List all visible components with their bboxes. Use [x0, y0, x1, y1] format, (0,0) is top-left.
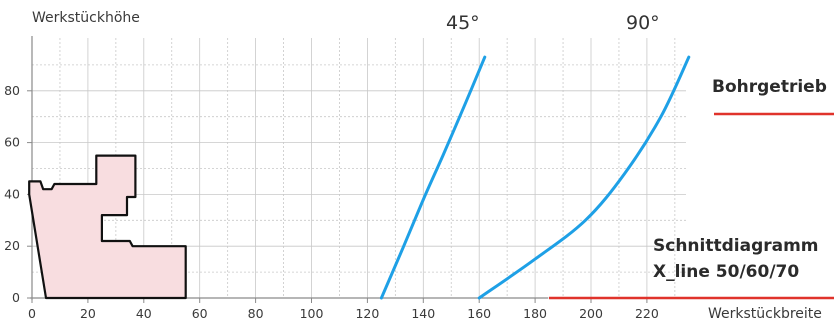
y-tick-label: 80: [4, 83, 20, 98]
y-tick-label: 0: [12, 290, 20, 305]
x-tick-label: 180: [523, 306, 547, 321]
x-tick-label: 200: [579, 306, 603, 321]
x-tick-label: 80: [248, 306, 264, 321]
x-tick-label: 140: [411, 306, 435, 321]
y-tick-label: 40: [4, 186, 20, 201]
bohrgetriebe-label: Bohrgetrieb: [712, 77, 827, 97]
x-tick-label: 100: [300, 306, 324, 321]
series-label-90: 90°: [626, 12, 660, 34]
x-axis-label: Werkstückbreite: [708, 306, 822, 322]
series-label-45: 45°: [446, 12, 480, 34]
x-tick-label: 20: [80, 306, 96, 321]
x-line-model-label: X_line 50/60/70: [653, 262, 799, 282]
x-tick-label: 0: [28, 306, 36, 321]
y-tick-label: 20: [4, 238, 20, 253]
x-tick-label: 120: [355, 306, 379, 321]
schnittdiagramm-label: Schnittdiagramm: [653, 236, 819, 256]
x-tick-label: 220: [635, 306, 659, 321]
x-tick-label: 160: [467, 306, 491, 321]
y-tick-label: 60: [4, 135, 20, 150]
y-axis-label: Werkstückhöhe: [32, 10, 140, 26]
x-tick-label: 60: [192, 306, 208, 321]
series-line-45: [381, 57, 484, 298]
workpiece-profile-layer: [29, 156, 186, 298]
x-tick-label: 40: [136, 306, 152, 321]
workpiece-profile: [29, 156, 186, 298]
